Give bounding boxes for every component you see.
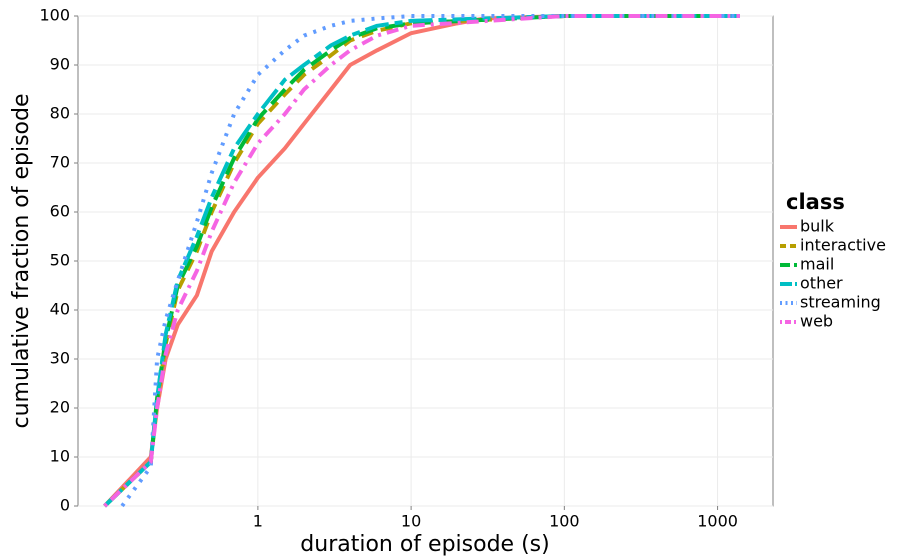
y-axis-title: cumulative fraction of episode — [9, 93, 34, 428]
x-tick-label: 10 — [401, 512, 421, 531]
legend-label: streaming — [800, 293, 881, 312]
x-tick-label: 1000 — [697, 512, 738, 531]
y-tick-label: 80 — [50, 104, 70, 123]
legend-label: web — [800, 312, 833, 331]
x-tick-label: 1 — [253, 512, 263, 531]
x-axis-title: duration of episode (s) — [300, 532, 549, 557]
legend-label: mail — [800, 255, 834, 274]
y-tick-label: 20 — [50, 398, 70, 417]
legend-label: interactive — [800, 236, 886, 255]
y-tick-label: 90 — [50, 55, 70, 74]
series-line — [103, 14, 740, 508]
y-tick-label: 30 — [50, 349, 70, 368]
series-line — [103, 14, 740, 508]
series-line — [103, 14, 740, 508]
x-tick-label: 100 — [549, 512, 580, 531]
y-tick-label: 70 — [50, 153, 70, 172]
y-tick-label: 40 — [50, 300, 70, 319]
legend-label: bulk — [800, 217, 835, 236]
grid — [78, 15, 773, 507]
y-tick-label: 50 — [50, 251, 70, 270]
y-tick-label: 10 — [50, 447, 70, 466]
y-tick-label: 100 — [39, 6, 70, 25]
y-tick-label: 0 — [60, 496, 70, 515]
legend-label: other — [800, 274, 843, 293]
series-line — [103, 14, 740, 508]
y-tick-label: 60 — [50, 202, 70, 221]
legend-title: class — [786, 190, 845, 214]
